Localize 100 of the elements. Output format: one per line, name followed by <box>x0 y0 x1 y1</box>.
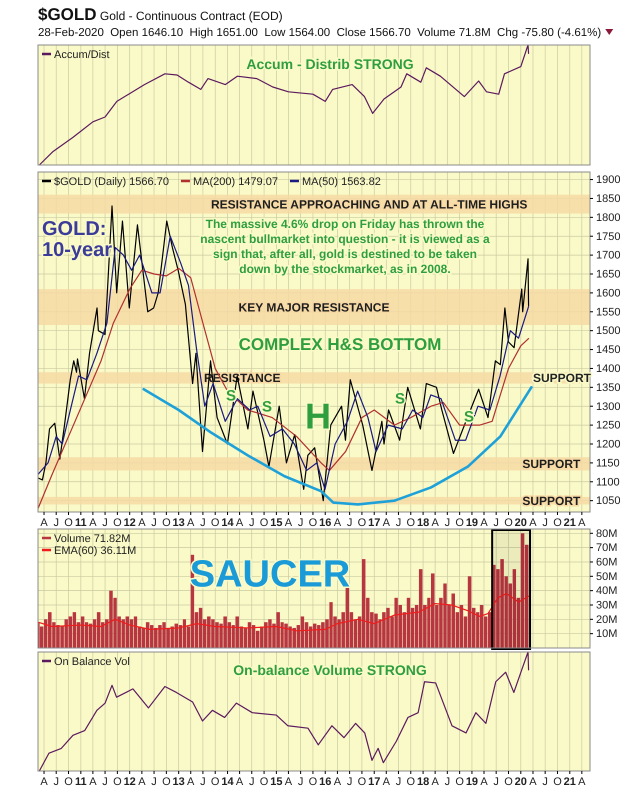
annotation: The massive 4.6% drop on Friday has thrown the nascent bullmarket into question - it is viewed as a sign that, after all, gold is destined to be taken down by the stockmarket, as in 2008. <box>200 217 490 276</box>
chart-title: $GOLD Gold - Continuous Contract (EOD) <box>38 5 283 24</box>
x-tick-label: 18 <box>416 516 430 529</box>
bar <box>268 619 272 648</box>
x-tick-label: J <box>102 776 108 788</box>
bar <box>215 622 219 648</box>
x-tick-label: J <box>346 776 352 788</box>
bar <box>276 612 280 648</box>
x-tick-label: 15 <box>270 516 283 529</box>
x-tick-label: 11 <box>75 776 87 788</box>
x-tick-label: O <box>260 516 269 529</box>
x-tick-label: 20 <box>514 516 527 529</box>
x-tick-label: O <box>406 776 416 788</box>
x-tick-label: A <box>529 776 538 788</box>
x-tick-label: A <box>334 776 342 788</box>
x-tick-label: O <box>358 516 367 529</box>
bar <box>211 619 215 648</box>
y-tick-label: 1900 <box>596 174 620 186</box>
bar <box>248 622 252 648</box>
annotation: H <box>305 396 331 437</box>
annotation: SUPPORT <box>532 371 592 386</box>
y-tick-label: 80M <box>596 528 618 540</box>
bar <box>451 594 455 648</box>
x-tick-label: 13 <box>172 776 185 788</box>
bar <box>72 612 76 648</box>
bar <box>394 598 398 648</box>
x-tick-label: A <box>480 776 488 788</box>
y-tick-label: 20M <box>596 614 618 626</box>
bar <box>321 622 325 648</box>
x-tick-label: O <box>553 776 562 788</box>
band-label: SUPPORT <box>522 457 582 472</box>
y-tick-label: 1250 <box>596 420 620 432</box>
bar <box>300 616 304 648</box>
x-tick-label: J <box>200 776 206 788</box>
bar <box>64 619 68 648</box>
y-tick-label: 70M <box>596 542 618 554</box>
legend-label: EMA(60) 36.11M <box>54 544 136 557</box>
bar <box>126 616 130 648</box>
x-tick-label: J <box>444 516 450 529</box>
band-label: RESISTANCE APPROACHING AND AT ALL-TIME HIGHS <box>210 197 528 212</box>
x-tick-label: 14 <box>221 776 235 788</box>
bar <box>154 628 158 648</box>
y-tick-label: 30M <box>596 600 618 612</box>
x-tick-label: A <box>578 776 586 788</box>
annotation: S <box>262 398 272 416</box>
bar <box>317 625 320 648</box>
bar <box>56 625 60 648</box>
bar <box>174 624 178 648</box>
x-tick-label: O <box>64 516 74 529</box>
x-tick-label: 16 <box>319 516 332 529</box>
x-tick-label: A <box>382 776 391 788</box>
x-tick-label: J <box>102 516 108 529</box>
bar <box>198 608 202 648</box>
x-tick-label: O <box>504 776 514 788</box>
x-tick-label: A <box>334 516 342 529</box>
bar <box>430 573 435 648</box>
annotation: On-balance Volume STRONG <box>233 662 427 678</box>
legend-label: MA(50) 1563.82 <box>302 176 381 188</box>
y-tick-label: 1750 <box>596 230 620 243</box>
y-tick-label: 60M <box>596 556 618 568</box>
y-tick-label: 1600 <box>596 287 620 300</box>
x-tick-label: 12 <box>124 516 136 529</box>
x-tick-label: J <box>396 516 402 529</box>
bar <box>235 616 239 648</box>
x-tick-label: J <box>249 516 255 529</box>
bar <box>520 533 524 648</box>
bar <box>122 619 125 648</box>
x-tick-label: J <box>151 776 157 788</box>
x-tick-label: J <box>298 776 304 788</box>
x-tick-label: A <box>382 516 391 529</box>
y-tick-label: 1100 <box>596 476 620 488</box>
bar <box>468 576 472 648</box>
x-tick-label: O <box>406 516 416 529</box>
bar <box>346 586 349 648</box>
x-tick-label: J <box>493 776 499 788</box>
x-tick-label: A <box>236 516 244 529</box>
x-tick-label: O <box>113 516 122 529</box>
x-tick-label: A <box>138 516 146 529</box>
annotation: COMPLEX H&S BOTTOM <box>238 334 442 354</box>
bar <box>109 590 113 648</box>
annotation: Accum - Distrib STRONG <box>246 56 414 72</box>
y-tick-label: 10M <box>596 628 618 640</box>
x-tick-label: O <box>553 516 562 529</box>
x-tick-label: 21 <box>564 516 576 529</box>
x-tick-label: 19 <box>466 516 478 529</box>
x-tick-label: A <box>187 516 196 529</box>
x-tick-label: J <box>444 776 450 788</box>
x-tick-label: J <box>542 776 548 788</box>
x-tick-label: O <box>358 776 367 788</box>
x-tick-label: O <box>113 776 122 788</box>
x-tick-label: J <box>200 516 206 529</box>
bar <box>492 564 496 648</box>
x-tick-label: O <box>210 516 220 529</box>
x-tick-label: 14 <box>221 516 235 529</box>
x-tick-label: A <box>480 516 488 529</box>
x-tick-label: 21 <box>564 776 576 788</box>
x-tick-label: O <box>64 776 74 788</box>
bar <box>362 559 366 648</box>
y-tick-label: 1700 <box>596 250 620 262</box>
bar <box>223 616 227 648</box>
